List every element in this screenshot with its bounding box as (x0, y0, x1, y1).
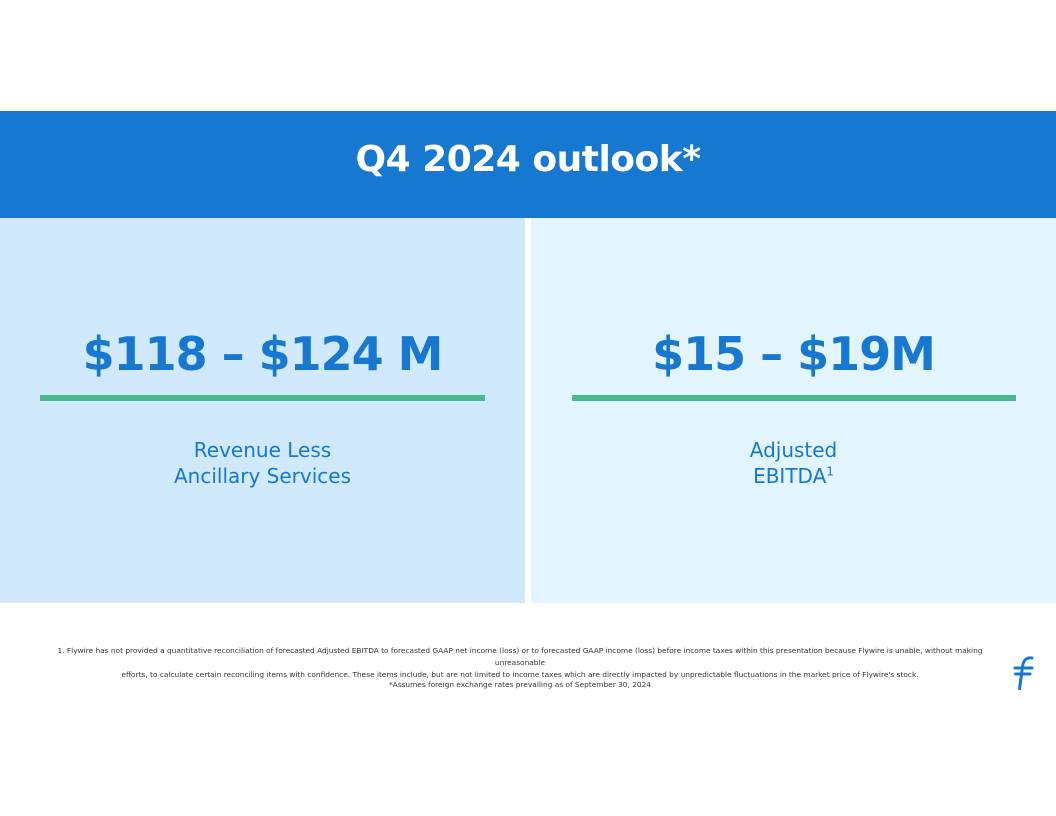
ebitda-value: $15 – $19M (652, 327, 936, 381)
ebitda-footnote-marker: 1 (826, 464, 834, 479)
revenue-label-line2: Ancillary Services (173, 464, 352, 488)
fx-assumption-note: *Assumes foreign exchange rates prevaili… (388, 680, 652, 689)
page-title: Q4 2024 outlook* (355, 139, 701, 180)
ebitda-divider (572, 395, 1016, 401)
ebitda-label-line1: Adjusted (749, 438, 838, 462)
revenue-value: $118 – $124 M (82, 327, 444, 381)
ebitda-label: Adjusted EBITDA1 (531, 437, 1056, 489)
revenue-label-line1: Revenue Less (193, 438, 332, 462)
revenue-label: Revenue Less Ancillary Services (0, 437, 525, 489)
revenue-panel: $118 – $124 M Revenue Less Ancillary Ser… (0, 218, 525, 603)
revenue-divider (40, 395, 485, 401)
footnote-line2: efforts, to calculate certain reconcilin… (121, 670, 919, 679)
header-band: Q4 2024 outlook* (0, 111, 1056, 218)
flywire-logo-icon (1013, 656, 1034, 690)
footnote-line1: 1. Flywire has not provided a quantitati… (57, 646, 983, 667)
ebitda-panel: $15 – $19M Adjusted EBITDA1 (531, 218, 1056, 603)
ebitda-label-line2: EBITDA (753, 464, 827, 488)
ebitda-label-line2-wrap: EBITDA1 (531, 463, 1056, 489)
footnote: 1. Flywire has not provided a quantitati… (40, 645, 1000, 681)
